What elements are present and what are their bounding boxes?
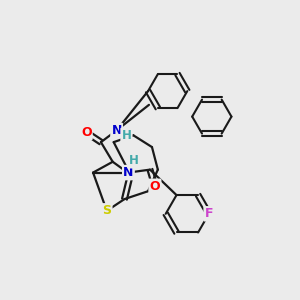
Text: O: O	[81, 126, 92, 139]
Text: H: H	[128, 154, 138, 167]
Text: N: N	[111, 124, 122, 137]
Text: S: S	[102, 204, 111, 218]
Text: N: N	[123, 166, 134, 179]
Text: H: H	[122, 129, 131, 142]
Text: O: O	[150, 180, 160, 193]
Text: F: F	[205, 207, 213, 220]
